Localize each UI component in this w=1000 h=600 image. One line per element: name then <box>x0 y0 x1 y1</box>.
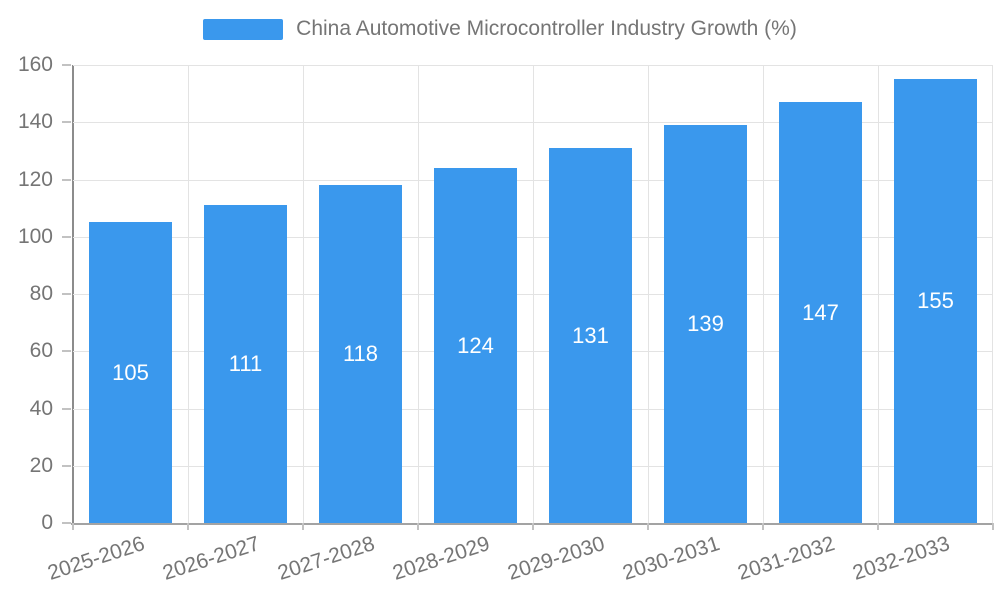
legend-label: China Automotive Microcontroller Industr… <box>296 17 797 40</box>
x-axis-tick <box>187 523 189 530</box>
gridline-vertical <box>648 65 649 523</box>
gridline-vertical <box>763 65 764 523</box>
bar-value-label: 118 <box>342 341 379 367</box>
x-axis-label: 2031-2032 <box>734 532 838 585</box>
bar: 131 <box>549 148 632 523</box>
x-axis-tick <box>762 523 764 530</box>
y-axis-label: 0 <box>41 511 53 534</box>
x-axis-label: 2026-2027 <box>159 532 263 585</box>
y-axis-label: 160 <box>17 53 53 76</box>
y-axis-label: 80 <box>29 282 53 305</box>
x-axis-tick <box>647 523 649 530</box>
bar: 124 <box>434 168 517 523</box>
y-axis-tick <box>62 235 71 238</box>
x-axis-tick <box>992 523 994 530</box>
y-axis-label: 120 <box>17 167 53 191</box>
x-axis-label: 2032-2033 <box>849 532 953 585</box>
y-axis-tick <box>62 464 71 467</box>
bar-value-label: 147 <box>802 299 839 325</box>
gridline-vertical <box>533 65 534 523</box>
x-axis-tick <box>877 523 879 530</box>
bar: 139 <box>664 125 747 523</box>
x-axis-label: 2030-2031 <box>619 532 723 585</box>
x-axis-label: 2029-2030 <box>504 532 608 585</box>
bar-value-label: 124 <box>457 332 494 358</box>
legend-swatch <box>203 18 284 40</box>
bar-value-label: 131 <box>572 322 609 348</box>
y-axis-tick <box>62 407 71 410</box>
x-axis-label: 2028-2029 <box>389 532 493 585</box>
y-axis-tick <box>62 350 71 353</box>
y-axis-tick <box>62 178 71 181</box>
y-axis-label: 20 <box>29 453 53 477</box>
bar: 118 <box>319 185 402 523</box>
plot-area: 0 20 40 60 80 100 120 140 160 105 111 118 124 131 139 1… <box>18 53 994 585</box>
y-axis-tick <box>62 522 71 524</box>
y-axis-label: 140 <box>17 110 53 134</box>
x-axis-label: 2025-2026 <box>44 532 148 585</box>
y-axis-tick <box>62 293 71 295</box>
bar-value-label: 111 <box>228 351 263 377</box>
bar: 155 <box>894 79 977 523</box>
y-axis-tick <box>62 64 71 66</box>
x-axis-label: 2027-2028 <box>274 532 378 585</box>
gridline-vertical <box>418 65 419 523</box>
bar: 147 <box>779 102 862 523</box>
x-axis-tick <box>417 523 419 530</box>
y-axis-tick <box>62 121 71 124</box>
y-axis-label: 60 <box>29 339 53 363</box>
y-axis-label: 100 <box>17 224 53 248</box>
gridline-vertical <box>878 65 879 523</box>
y-axis-label: 40 <box>29 396 53 420</box>
bar: 105 <box>89 222 172 523</box>
bar-value-label: 155 <box>917 288 954 314</box>
gridline-vertical <box>992 65 993 523</box>
chart-legend: China Automotive Microcontroller Industr… <box>0 17 1000 41</box>
bar-value-label: 139 <box>687 311 724 337</box>
x-axis-tick <box>532 523 534 530</box>
gridline-vertical <box>188 65 189 523</box>
x-axis-tick <box>72 523 74 530</box>
bar-value-label: 105 <box>112 359 149 385</box>
bar: 111 <box>204 205 287 523</box>
gridline-vertical <box>303 65 304 523</box>
x-axis-tick <box>302 523 304 530</box>
